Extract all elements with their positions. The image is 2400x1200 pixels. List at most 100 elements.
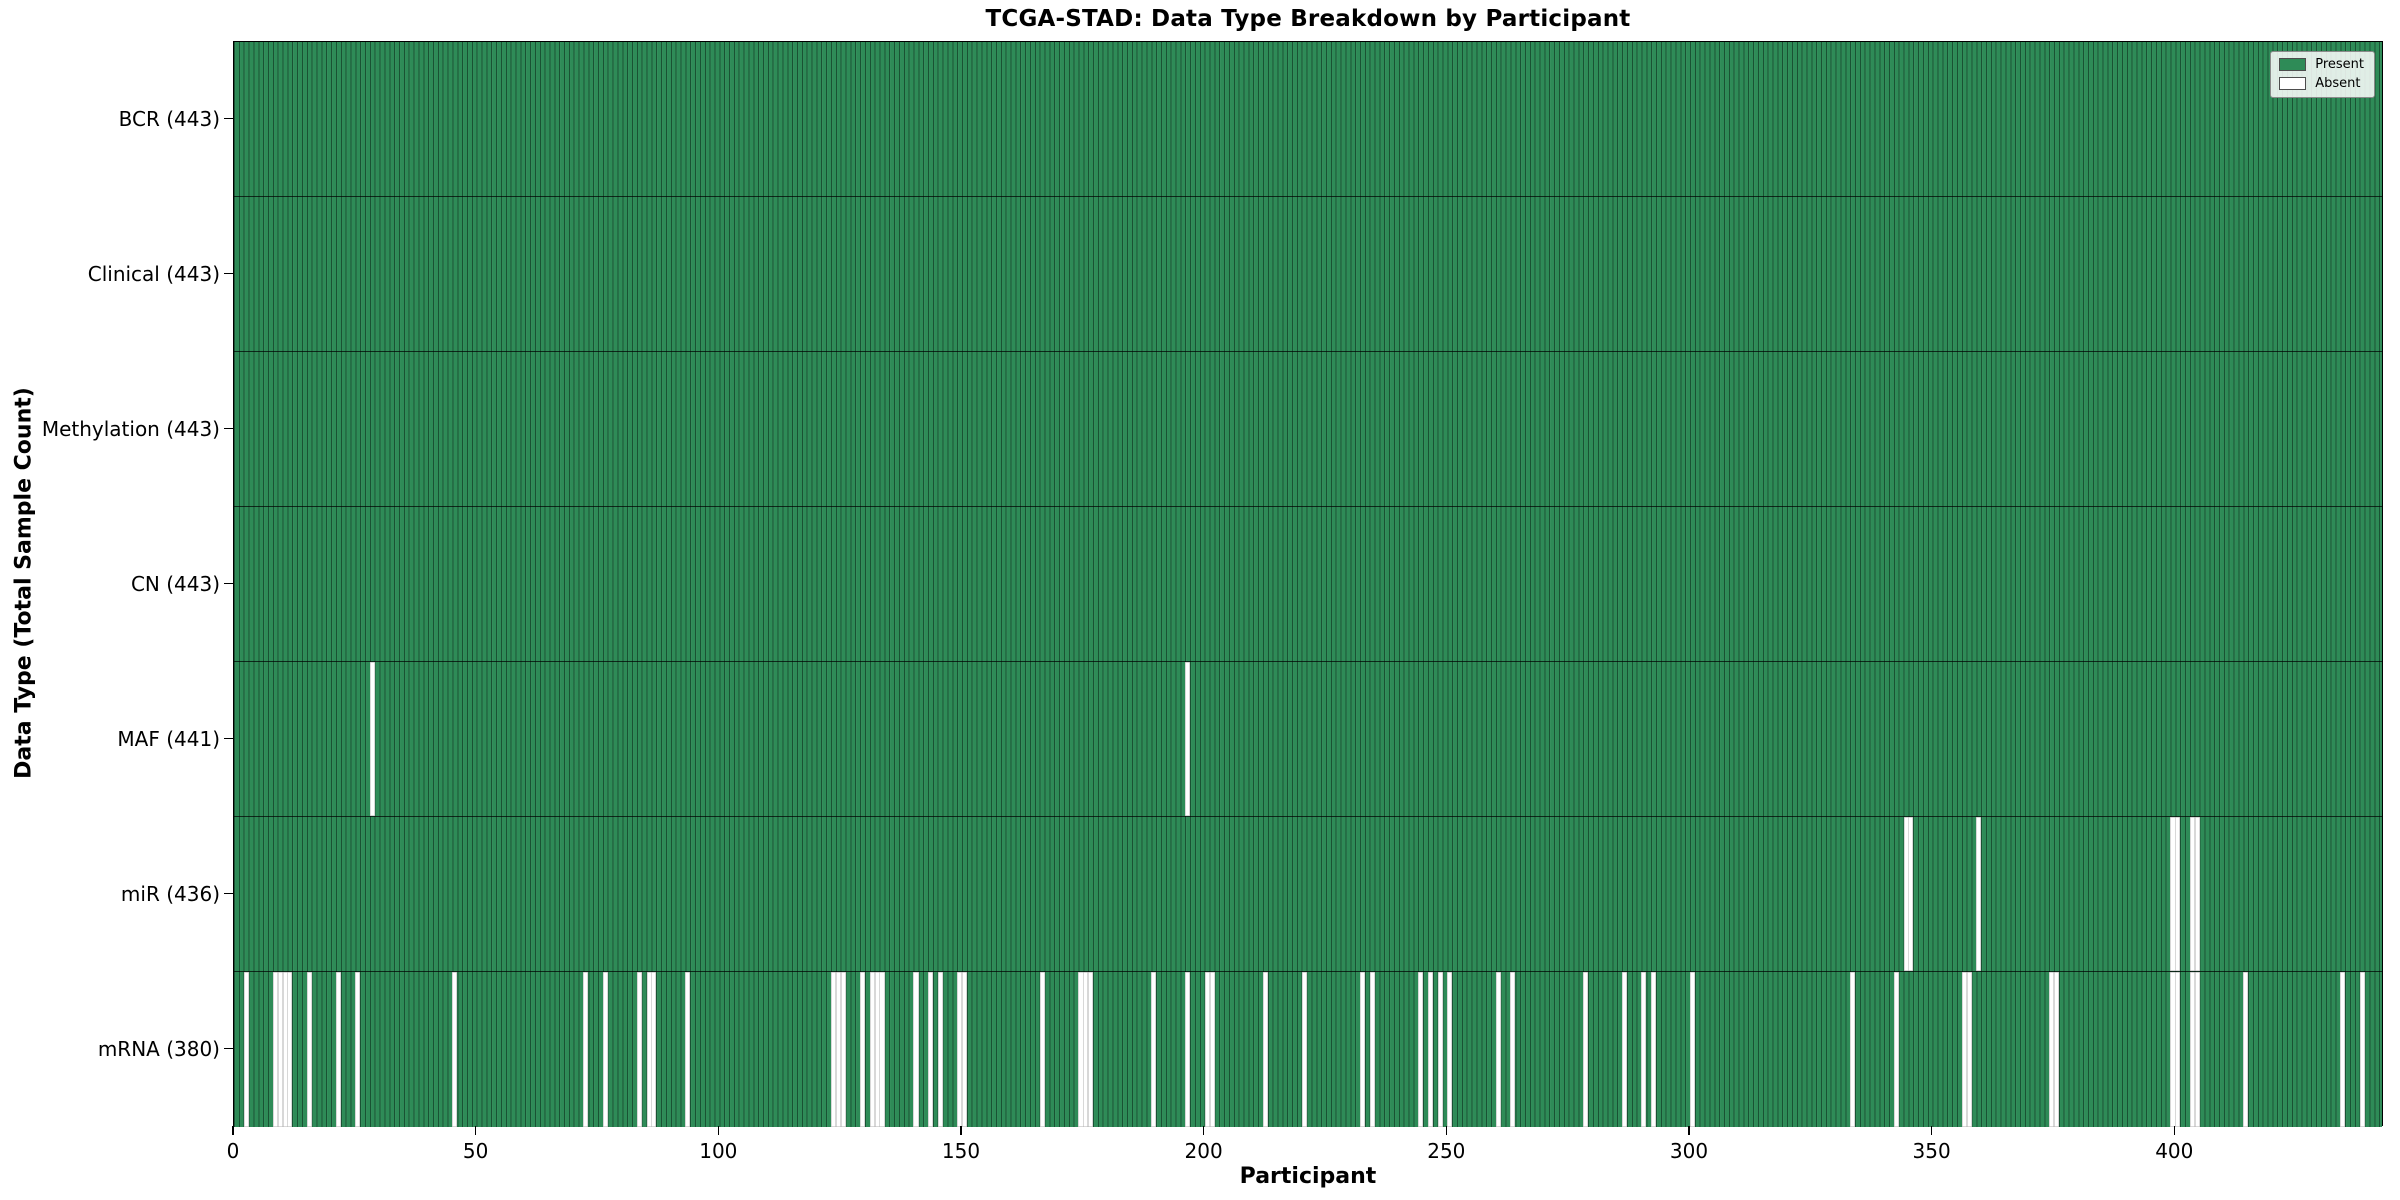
x-tick-mark	[2173, 1126, 2176, 1135]
absent-cell	[2170, 817, 2176, 971]
absent-cell	[369, 662, 375, 816]
absent-cell	[651, 972, 657, 1127]
x-tick-label-300: 300	[1669, 1139, 1709, 1163]
absent-cell	[2175, 817, 2181, 971]
y-tick-mark	[224, 737, 233, 740]
x-tick-mark	[960, 1126, 962, 1135]
y-tick-mark	[224, 272, 233, 275]
x-tick-label-100: 100	[699, 1139, 738, 1163]
absent-cell	[1510, 972, 1516, 1127]
absent-cell	[840, 972, 846, 1127]
y-tick-mark	[224, 427, 233, 430]
absent-cell	[2189, 817, 2195, 971]
heatmap-row-CN	[234, 507, 2382, 662]
absent-cell	[2053, 972, 2060, 1127]
absent-cell	[355, 972, 361, 1127]
y-tick-label-CN: CN (443)	[130, 571, 220, 596]
y-tick-label-BCR: BCR (443)	[118, 106, 220, 131]
heatmap-row-BCR	[234, 42, 2382, 197]
absent-cell	[2175, 972, 2181, 1127]
absent-cell	[1961, 972, 1967, 1127]
absent-cell	[1437, 972, 1443, 1127]
x-tick-mark	[232, 1126, 234, 1135]
chart-title: TCGA-STAD: Data Type Breakdown by Partic…	[985, 6, 1631, 32]
absent-cell	[957, 972, 963, 1127]
absent-cell	[1893, 972, 1899, 1127]
absent-cell	[1078, 972, 1084, 1127]
absent-cell	[2194, 972, 2200, 1127]
absent-cell	[1966, 972, 1972, 1127]
absent-cell	[335, 972, 341, 1127]
legend: Present Absent	[2270, 51, 2375, 98]
absent-cell	[869, 972, 875, 1127]
absent-cell	[1088, 972, 1094, 1127]
x-tick-mark	[474, 1126, 477, 1135]
absent-cell	[961, 972, 968, 1127]
absent-cell	[583, 972, 589, 1127]
x-tick-label-200: 200	[1184, 1139, 1223, 1163]
absent-cell	[2340, 972, 2346, 1127]
x-tick-mark	[1202, 1126, 1205, 1135]
absent-cell	[282, 972, 288, 1127]
absent-cell	[1209, 972, 1215, 1127]
absent-cell	[1583, 972, 1589, 1127]
heatmap-row-MAF	[234, 662, 2382, 817]
absent-cell	[1976, 817, 1982, 971]
plot-area: Present Absent	[233, 41, 2383, 1127]
absent-cell	[287, 972, 293, 1127]
x-tick-label-400: 400	[2155, 1139, 2194, 1163]
absent-cell	[2189, 972, 2195, 1127]
absent-cell	[1850, 972, 1856, 1127]
y-axis-label: Data Type (Total Sample Count)	[11, 387, 37, 779]
absent-cell	[1151, 972, 1157, 1127]
absent-cell	[1427, 972, 1433, 1127]
absent-cell	[2359, 972, 2365, 1127]
absent-cell	[1262, 972, 1268, 1127]
absent-cell	[602, 972, 608, 1127]
x-tick-mark	[717, 1126, 720, 1135]
x-tick-label-250: 250	[1427, 1139, 1466, 1163]
x-tick-label-50: 50	[462, 1139, 489, 1163]
absent-cell	[928, 972, 934, 1127]
x-axis-label: Participant	[1239, 1164, 1377, 1189]
y-tick-mark	[224, 1047, 233, 1050]
absent-cell	[1359, 972, 1365, 1127]
y-tick-label-MAF: MAF (441)	[117, 726, 220, 751]
y-tick-label-miR: miR (436)	[120, 881, 220, 906]
absent-cell	[452, 972, 458, 1127]
absent-swatch-icon	[2279, 77, 2307, 90]
absent-cell	[1369, 972, 1375, 1127]
absent-cell	[1447, 972, 1453, 1127]
absent-cell	[874, 972, 880, 1127]
legend-absent-label: Absent	[2315, 76, 2361, 91]
heatmap-row-mRNA	[234, 972, 2382, 1127]
present-swatch-icon	[2279, 58, 2307, 71]
absent-cell	[2194, 817, 2200, 971]
x-tick-label-0: 0	[226, 1139, 240, 1163]
legend-item-absent: Absent	[2279, 77, 2364, 90]
y-tick-label-Methylation: Methylation (443)	[41, 416, 220, 441]
absent-cell	[937, 972, 943, 1127]
absent-cell	[1651, 972, 1657, 1127]
absent-cell	[272, 972, 278, 1127]
absent-cell	[1185, 662, 1191, 816]
absent-cell	[913, 972, 919, 1127]
absent-cell	[1641, 972, 1647, 1127]
legend-item-present: Present	[2279, 58, 2364, 71]
absent-cell	[685, 972, 691, 1127]
absent-cell	[1908, 817, 1914, 971]
legend-present-label: Present	[2315, 57, 2364, 72]
absent-cell	[2243, 972, 2249, 1127]
absent-cell	[860, 972, 866, 1127]
absent-cell	[1083, 972, 1089, 1127]
absent-cell	[636, 972, 642, 1127]
absent-cell	[1418, 972, 1424, 1127]
absent-cell	[879, 972, 885, 1127]
x-tick-mark	[1688, 1126, 1690, 1135]
x-tick-label-150: 150	[941, 1139, 981, 1163]
x-tick-mark	[1445, 1126, 1448, 1135]
absent-cell	[1495, 972, 1501, 1127]
absent-cell	[646, 972, 652, 1127]
heatmap-row-Methylation	[234, 352, 2382, 507]
